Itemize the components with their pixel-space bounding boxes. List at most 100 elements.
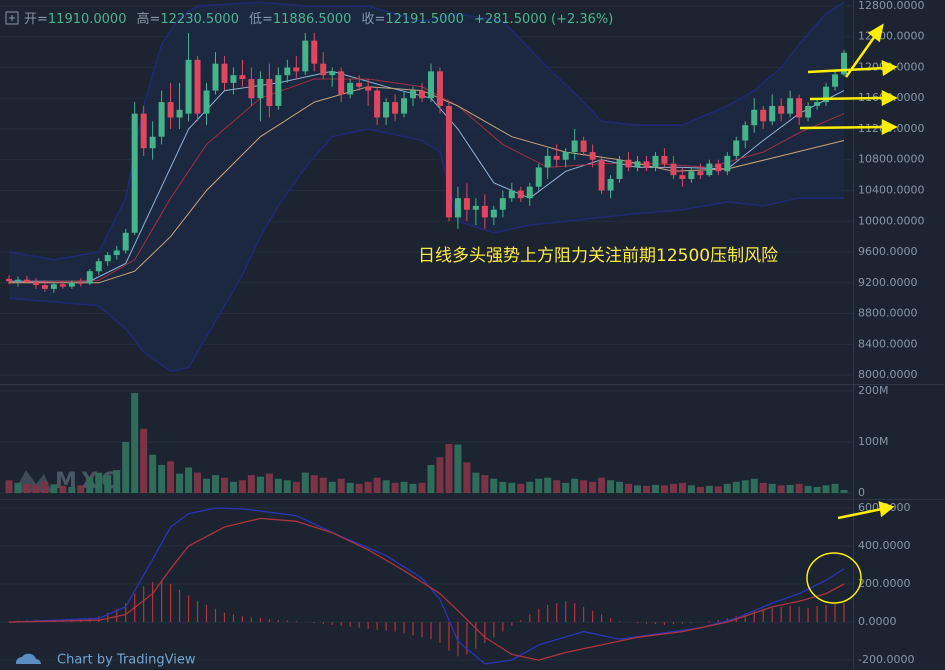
candle-body xyxy=(239,75,246,80)
volume-bar xyxy=(634,485,642,494)
arrow-head xyxy=(878,501,895,518)
volume-bar xyxy=(346,482,354,494)
candle-body xyxy=(77,282,84,284)
candle-body xyxy=(140,113,147,149)
volume-bar xyxy=(355,483,363,494)
candle-body xyxy=(230,75,237,83)
candle-body xyxy=(221,63,228,83)
candle-body xyxy=(427,71,434,99)
candle-body xyxy=(697,171,704,176)
volume-bar xyxy=(158,464,166,494)
candle-body xyxy=(607,178,614,191)
candle-body xyxy=(571,140,578,153)
candle-body xyxy=(401,98,408,114)
volume-bar xyxy=(283,480,291,494)
volume-bar xyxy=(5,480,13,494)
legend-label: 开= xyxy=(24,12,48,27)
legend-label: 低= xyxy=(249,12,273,27)
volume-bar xyxy=(149,454,157,494)
candle-body xyxy=(634,161,641,168)
candle-body xyxy=(643,161,650,168)
candle-body xyxy=(787,98,794,114)
candle-body xyxy=(796,98,803,118)
candle-body xyxy=(392,102,399,114)
candle-body xyxy=(778,105,785,114)
volume-bar xyxy=(319,477,327,494)
volume-bar xyxy=(14,482,22,494)
volume-bar xyxy=(768,483,776,494)
volume-bar xyxy=(696,486,704,494)
volume-bar xyxy=(580,480,588,494)
volume-bar xyxy=(373,477,381,494)
volume-bar xyxy=(382,480,390,494)
candle-body xyxy=(706,163,713,176)
legend-value: 11886.5000 xyxy=(273,12,352,27)
candle-body xyxy=(176,109,183,118)
candle-body xyxy=(832,74,839,87)
y-tick-label: 400.0000 xyxy=(858,539,911,552)
legend-label: 收= xyxy=(361,12,385,27)
candle-body xyxy=(733,140,740,156)
ohlc-legend: 开=11910.0000 高=12230.5000 低=11886.5000 收=12… xyxy=(24,11,613,27)
candle-body xyxy=(535,167,542,187)
volume-bar xyxy=(220,477,228,494)
candle-body xyxy=(248,79,255,99)
arrow xyxy=(807,66,886,74)
candle-body xyxy=(454,198,461,218)
y-tick-label: 200.0000 xyxy=(858,577,911,590)
candle-body xyxy=(383,102,390,118)
volume-bar xyxy=(185,467,193,494)
volume-bar xyxy=(274,478,282,494)
volume-bar xyxy=(32,485,40,494)
candle-body xyxy=(293,67,300,72)
candle-body xyxy=(769,105,776,122)
volume-bar xyxy=(427,464,435,494)
volume-bar xyxy=(247,475,255,494)
candle-body xyxy=(499,198,506,210)
volume-bar xyxy=(732,481,740,494)
y-tick-label: 0 xyxy=(858,486,865,499)
volume-bar xyxy=(526,481,534,494)
volume-bar xyxy=(113,470,121,494)
volume-bar xyxy=(391,482,399,494)
y-tick-label: 8800.0000 xyxy=(858,307,918,320)
volume-bar xyxy=(328,481,336,494)
volume-bar xyxy=(553,480,561,494)
y-tick-label: 12400.0000 xyxy=(858,30,924,43)
y-tick-label: 10400.0000 xyxy=(858,184,924,197)
volume-bar xyxy=(678,482,686,494)
volume-bar xyxy=(409,483,417,494)
volume-bar xyxy=(490,478,498,494)
candle-body xyxy=(185,59,192,114)
candle-body xyxy=(472,205,479,210)
volume-bar xyxy=(463,462,471,494)
collapse-icon[interactable] xyxy=(5,11,19,25)
volume-bar xyxy=(804,485,812,494)
arrow-head xyxy=(881,60,898,77)
yellow-arrows xyxy=(799,23,898,520)
volume-bar xyxy=(813,486,821,494)
y-tick-label: 100M xyxy=(858,435,889,448)
volume-bar xyxy=(77,485,85,494)
candle-body xyxy=(329,71,336,76)
volume-bar xyxy=(840,489,848,494)
candle-body xyxy=(338,71,345,95)
volume-bar xyxy=(625,483,633,494)
macd-line xyxy=(8,517,845,661)
candle-body xyxy=(616,159,623,179)
volume-bar xyxy=(229,481,237,494)
arrow-head xyxy=(881,89,898,107)
arrow-head xyxy=(881,118,898,136)
candle-body xyxy=(760,109,767,122)
candle-body xyxy=(14,279,21,282)
candle-body xyxy=(365,86,372,91)
arrow xyxy=(837,507,883,520)
footer[interactable]: Chart by TradingView xyxy=(57,653,196,668)
candle-body xyxy=(517,190,524,199)
volume-bar xyxy=(831,483,839,494)
candle-body xyxy=(814,102,821,106)
y-tick-label: -200.0000 xyxy=(858,653,914,666)
volume-bar xyxy=(822,485,830,494)
volume-bar xyxy=(194,472,202,494)
